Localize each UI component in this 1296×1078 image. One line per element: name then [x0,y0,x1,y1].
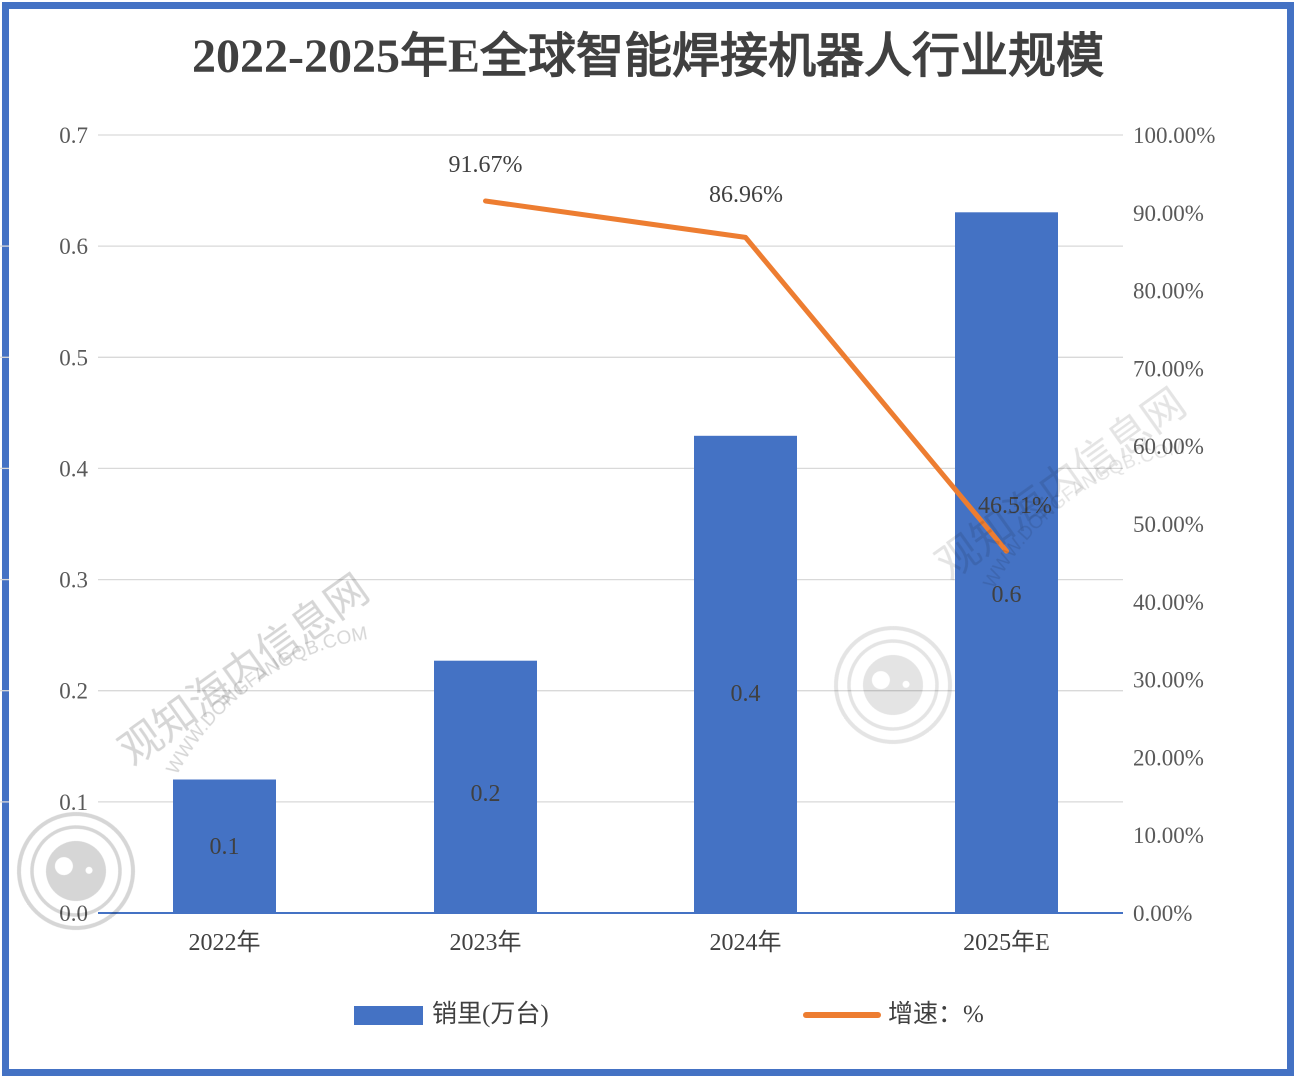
svg-text:30.00%: 30.00% [1133,668,1204,693]
svg-text:0.3: 0.3 [59,568,88,593]
svg-text:10.00%: 10.00% [1133,823,1204,848]
svg-text:91.67%: 91.67% [449,152,523,178]
svg-text:0.4: 0.4 [59,456,88,481]
svg-text:销里(万台): 销里(万台) [432,1000,549,1028]
svg-text:2022-2025年E全球智能焊接机器人行业规模: 2022-2025年E全球智能焊接机器人行业规模 [192,29,1104,83]
svg-text:0.1: 0.1 [210,834,240,860]
svg-text:70.00%: 70.00% [1133,356,1204,381]
svg-text:0.2: 0.2 [471,781,501,807]
svg-text:90.00%: 90.00% [1133,201,1204,226]
svg-text:0.6: 0.6 [59,234,88,259]
svg-text:50.00%: 50.00% [1133,512,1204,537]
svg-text:0.1: 0.1 [59,790,88,815]
svg-text:0.00%: 0.00% [1133,901,1192,926]
svg-text:2024年: 2024年 [710,929,782,956]
svg-text:0.7: 0.7 [59,123,88,148]
svg-text:0.2: 0.2 [59,679,88,704]
svg-text:86.96%: 86.96% [709,182,783,208]
svg-text:增速：%: 增速：% [888,1000,984,1028]
svg-text:80.00%: 80.00% [1133,279,1204,304]
svg-text:0.4: 0.4 [731,681,761,707]
svg-text:2022年: 2022年 [189,929,261,956]
svg-text:2025年E: 2025年E [963,929,1050,956]
svg-text:2023年: 2023年 [450,929,522,956]
svg-text:100.00%: 100.00% [1133,123,1215,148]
svg-text:0.5: 0.5 [59,345,88,370]
svg-text:20.00%: 20.00% [1133,745,1204,770]
svg-text:40.00%: 40.00% [1133,590,1204,615]
